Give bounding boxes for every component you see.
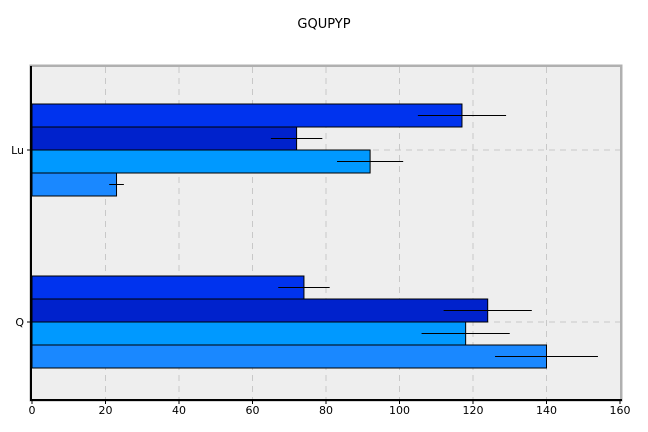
y-tick-label: Lu <box>11 144 24 157</box>
bar-Lu-3 <box>31 172 118 197</box>
x-tick-label: 160 <box>610 404 631 417</box>
x-tick-label: 60 <box>246 404 260 417</box>
bar-Lu-1 <box>31 126 298 151</box>
y-axis: Lu Q <box>11 66 32 400</box>
bar-Q-1 <box>31 298 489 323</box>
x-tick-label: 20 <box>99 404 113 417</box>
bar-Q-2 <box>31 321 467 346</box>
x-tick-label: 120 <box>463 404 484 417</box>
bar-Q-0 <box>31 275 305 300</box>
x-axis: 0 20 40 60 80 100 120 140 160 <box>29 399 631 417</box>
x-tick-label: 0 <box>29 404 36 417</box>
chart-title: GQUPYP <box>297 17 350 32</box>
x-tick-label: 80 <box>319 404 333 417</box>
bar-Q-3 <box>31 344 547 369</box>
error-bars <box>109 115 598 357</box>
x-tick-label: 40 <box>172 404 186 417</box>
x-tick-label: 140 <box>536 404 557 417</box>
y-tick-label: Q <box>15 316 24 329</box>
bar-Lu-0 <box>31 103 463 128</box>
bar-Lu-2 <box>31 149 371 174</box>
x-tick-label: 100 <box>389 404 410 417</box>
